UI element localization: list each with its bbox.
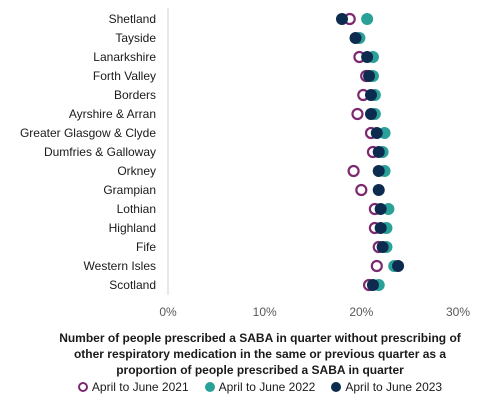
dot-april-to-june-2021-western-isles xyxy=(370,259,383,273)
x-axis-ticks: 0% 10% 20% 30% xyxy=(159,305,470,319)
x-tick-label: 20% xyxy=(349,305,373,319)
legend-label-2023: April to June 2023 xyxy=(345,380,443,394)
dot-april-to-june-2023-lanarkshire xyxy=(361,51,374,63)
dot-april-to-june-2023-lothian xyxy=(374,203,387,215)
region-label-orkney: Orkney xyxy=(117,164,156,178)
dot-april-to-june-2023-shetland xyxy=(336,13,348,25)
legend-label-2022: April to June 2022 xyxy=(218,380,316,394)
x-axis-title-line-1: Number of people prescribed a SABA in qu… xyxy=(59,331,461,345)
dot-april-to-june-2023-scotland xyxy=(366,279,379,291)
dot-april-to-june-2023-forth-valley xyxy=(363,70,376,82)
x-tick-label: 30% xyxy=(446,305,470,319)
region-label-shetland: Shetland xyxy=(109,12,156,26)
dot-april-to-june-2023-western-isles xyxy=(392,260,405,272)
region-label-highland: Highland xyxy=(109,221,156,235)
legend-item-2023: April to June 2023 xyxy=(331,380,442,394)
legend-item-2021: April to June 2021 xyxy=(77,380,189,394)
region-label-greater-glasgow-and-clyde: Greater Glasgow & Clyde xyxy=(20,126,156,140)
x-axis-title: Number of people prescribed a SABA in qu… xyxy=(40,330,480,378)
x-tick-label: 10% xyxy=(253,305,277,319)
dot-april-to-june-2023-dumfries-and-galloway xyxy=(372,146,385,158)
dot-april-to-june-2023-orkney xyxy=(372,165,385,177)
region-label-dumfries-and-galloway: Dumfries & Galloway xyxy=(44,145,156,159)
region-label-ayrshire-and-arran: Ayrshire & Arran xyxy=(69,107,156,121)
data-points xyxy=(336,12,405,292)
legend-label-2021: April to June 2021 xyxy=(91,380,189,394)
legend-item-2022: April to June 2022 xyxy=(204,380,316,394)
dot-april-to-june-2022-shetland xyxy=(361,13,374,25)
dot-april-to-june-2021-grampian xyxy=(355,183,368,197)
x-axis-title-line-2: other respiratory medication in the same… xyxy=(73,347,447,361)
region-label-lanarkshire: Lanarkshire xyxy=(93,50,156,64)
dot-april-to-june-2023-grampian xyxy=(372,184,385,196)
dot-april-to-june-2023-highland xyxy=(374,222,387,234)
region-label-grampian: Grampian xyxy=(103,183,156,197)
dot-april-to-june-2023-fife xyxy=(376,241,389,253)
region-label-forth-valley: Forth Valley xyxy=(93,69,156,83)
legend-marker-2021 xyxy=(77,382,88,392)
dot-april-to-june-2023-tayside xyxy=(349,32,362,44)
region-labels: Shetland Tayside Lanarkshire Forth Valley Bo… xyxy=(20,12,156,292)
dot-april-to-june-2023-borders xyxy=(365,89,377,101)
legend-marker-2022 xyxy=(204,382,215,392)
legend: April to June 2021 April to June 2022 Ap… xyxy=(40,380,480,394)
dot-april-to-june-2021-ayrshire-and-arran xyxy=(351,107,364,121)
region-label-borders: Borders xyxy=(114,88,156,102)
region-label-tayside: Tayside xyxy=(115,31,156,45)
x-tick-label: 0% xyxy=(159,305,177,319)
x-axis-title-line-3: proportion of people prescribed a SABA i… xyxy=(116,363,404,377)
dot-april-to-june-2021-orkney xyxy=(347,164,360,178)
region-label-fife: Fife xyxy=(136,240,156,254)
dot-april-to-june-2023-greater-glasgow-and-clyde xyxy=(370,127,383,139)
legend-marker-2023 xyxy=(331,382,342,392)
region-label-western-isles: Western Isles xyxy=(84,259,156,273)
region-label-scotland: Scotland xyxy=(109,278,156,292)
dot-plot-chart: Shetland Tayside Lanarkshire Forth Valley Bo… xyxy=(20,8,470,319)
region-label-lothian: Lothian xyxy=(117,202,156,216)
dot-april-to-june-2023-ayrshire-and-arran xyxy=(365,108,377,120)
